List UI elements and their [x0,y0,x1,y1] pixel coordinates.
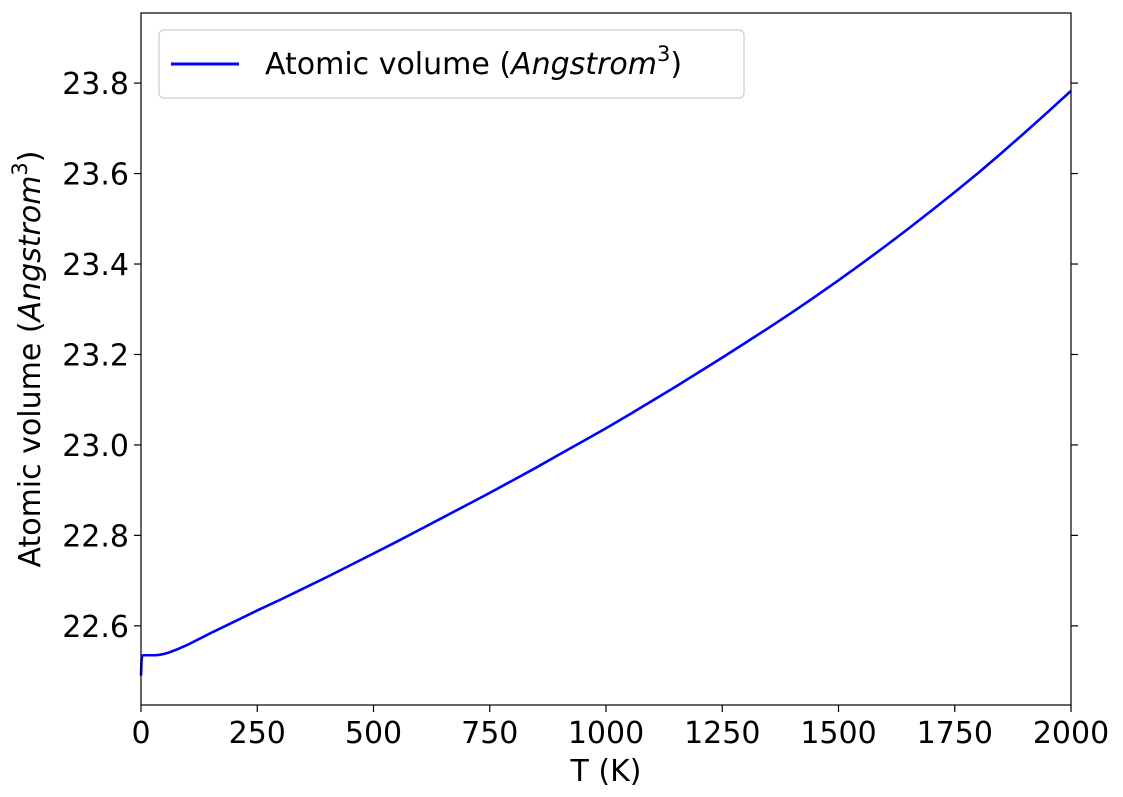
x-tick-label: 1750 [917,716,993,751]
y-tick-label: 23.2 [62,338,129,373]
plot-frame [140,12,1072,706]
y-tick-label: 23.0 [62,429,129,464]
y-axis-ticks: 22.6 22.8 23.0 23.2 23.4 23.6 23.8 [62,67,1078,645]
x-axis-label: T (K) [570,754,642,789]
y-axis-label-italic: Angstrom [13,176,48,324]
legend: Atomic volume (Angstrom3) [158,29,745,99]
y-tick-label: 23.4 [62,248,129,283]
x-tick-label: 750 [461,716,518,751]
x-tick-label: 1000 [568,716,644,751]
x-tick-label: 1250 [684,716,760,751]
x-tick-label: 250 [229,716,286,751]
legend-label: Atomic volume (Angstrom3) [265,42,682,82]
plot-background [141,13,1071,705]
y-axis-label-superscript: 3 [8,162,32,175]
legend-label-italic: Angstrom [509,47,657,82]
legend-label-superscript: 3 [657,42,670,66]
y-tick-label: 23.8 [62,67,129,102]
legend-label-suffix: ) [670,47,682,82]
atomic-volume-line [139,89,1072,676]
x-tick-label: 1500 [800,716,876,751]
y-tick-label: 22.6 [62,610,129,645]
y-tick-label: 22.8 [62,519,129,554]
y-tick-label: 23.6 [62,158,129,193]
x-tick-label: 2000 [1033,716,1109,751]
legend-label-prefix: Atomic volume ( [265,47,511,82]
y-axis-label-suffix: ) [13,150,48,162]
x-axis-ticks: 0 250 500 750 1000 1250 1500 1750 2000 [131,705,1109,751]
x-tick-label: 0 [131,716,150,751]
y-axis-label: Atomic volume (Angstrom3) [8,150,48,567]
series-group [139,89,1072,676]
legend-box [158,29,745,99]
y-axis-label-prefix: Atomic volume ( [13,321,48,567]
x-tick-label: 500 [345,716,402,751]
